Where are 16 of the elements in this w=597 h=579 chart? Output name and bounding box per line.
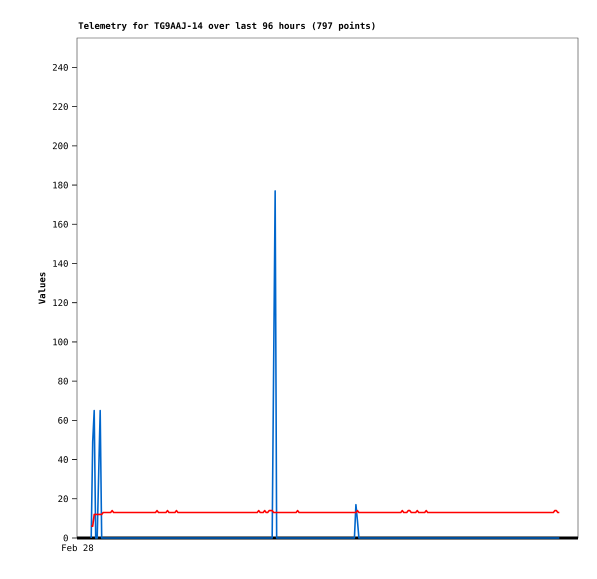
y-tick-label: 140 bbox=[53, 260, 68, 267]
text: Feb 28 bbox=[62, 544, 94, 552]
y-tick-label: 40 bbox=[58, 456, 68, 463]
y-tick-label: 100 bbox=[53, 338, 68, 346]
y-tick-label: 80 bbox=[58, 378, 68, 385]
chart-title: Telemetry for TG9AAJ-14 over last 96 hours (797 points) bbox=[78, 22, 375, 31]
y-tick-label: 240 bbox=[52, 64, 68, 71]
y-tick-label: 160 bbox=[53, 220, 68, 228]
y-tick-label: 0 bbox=[64, 534, 68, 542]
y-axis-title: Values bbox=[38, 272, 46, 304]
y-tick-label: 20 bbox=[58, 495, 68, 502]
y-tick-label: 120 bbox=[53, 299, 68, 306]
y-tick-label: 180 bbox=[53, 182, 68, 188]
y-tick-label: 220 bbox=[52, 103, 68, 110]
y-tick-label: 60 bbox=[58, 416, 68, 424]
y-tick-label: 200 bbox=[52, 142, 68, 150]
